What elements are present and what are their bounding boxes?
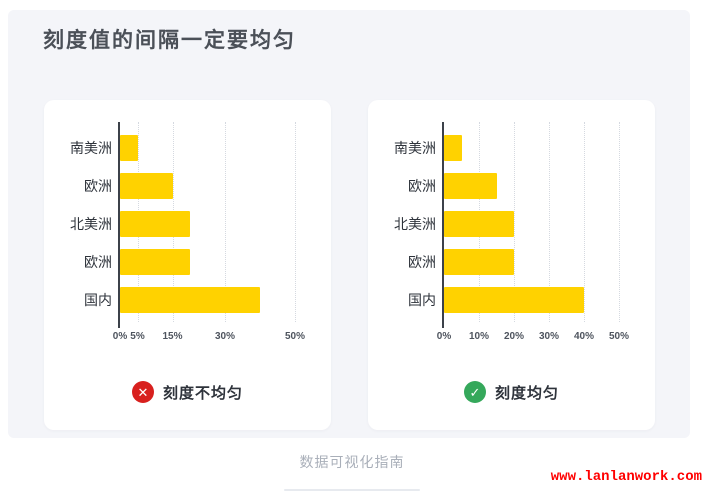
category-label: 北美洲	[394, 216, 436, 232]
category-label: 欧洲	[408, 254, 436, 270]
error-icon: ✕	[131, 381, 154, 403]
chart-card-uniform: 0% 10% 20% 30% 40% 50% 南美洲 欧洲 北美洲 欧洲 国内 ✓ 刻度均匀	[368, 100, 655, 430]
gridline	[225, 122, 226, 322]
bar	[120, 211, 190, 237]
x-tick-label: 0%	[112, 331, 128, 342]
bar	[120, 135, 138, 161]
x-tick-label: 0%	[436, 331, 452, 342]
bar	[444, 287, 584, 313]
bar	[120, 249, 190, 275]
footer-divider	[284, 489, 420, 491]
chart-status-badge-good: ✓ 刻度均匀	[368, 381, 655, 403]
gridline	[619, 122, 620, 322]
chart-caption: 刻度不均匀	[162, 384, 243, 402]
x-tick-label: 40%	[573, 331, 595, 342]
gridline	[514, 122, 515, 322]
gridline	[549, 122, 550, 322]
footer-caption: 数据可视化指南	[299, 454, 405, 470]
x-tick-label: 30%	[214, 331, 236, 342]
main-panel: 刻度值的间隔一定要均匀 0% 5% 15% 30% 50% 南美洲 欧洲 北美洲 欧洲 国内 ✕ …	[8, 10, 690, 438]
bar	[120, 173, 173, 199]
gridline	[584, 122, 585, 322]
chart-card-nonuniform: 0% 5% 15% 30% 50% 南美洲 欧洲 北美洲 欧洲 国内 ✕ 刻度不均匀	[44, 100, 331, 430]
bar	[444, 173, 497, 199]
category-label: 欧洲	[408, 178, 436, 194]
x-tick-label: 10%	[468, 331, 490, 342]
bar-chart-uniform-scale: 0% 10% 20% 30% 40% 50% 南美洲 欧洲 北美洲 欧洲 国内	[368, 122, 655, 352]
x-tick-label: 50%	[608, 331, 630, 342]
bar	[120, 287, 260, 313]
category-label: 国内	[84, 292, 112, 308]
category-label: 南美洲	[70, 140, 112, 156]
x-tick-label: 20%	[503, 331, 525, 342]
bar	[444, 249, 514, 275]
watermark-url: www.lanlanwork.com	[550, 469, 702, 485]
x-tick-label: 5%	[130, 331, 145, 342]
bar	[444, 211, 514, 237]
chart-caption: 刻度均匀	[494, 384, 559, 402]
category-label: 南美洲	[394, 140, 436, 156]
gridline	[295, 122, 296, 322]
chart-status-badge-bad: ✕ 刻度不均匀	[44, 381, 331, 403]
x-tick-label: 30%	[538, 331, 560, 342]
success-icon: ✓	[463, 381, 486, 403]
page-title: 刻度值的间隔一定要均匀	[43, 29, 296, 52]
x-tick-label: 15%	[162, 331, 183, 342]
category-label: 国内	[408, 292, 436, 308]
bar-chart-nonuniform-scale: 0% 5% 15% 30% 50% 南美洲 欧洲 北美洲 欧洲 国内	[44, 122, 331, 352]
y-axis-line	[118, 122, 120, 328]
bar	[444, 135, 462, 161]
category-label: 欧洲	[84, 254, 112, 270]
x-tick-label: 50%	[284, 331, 306, 342]
category-label: 欧洲	[84, 178, 112, 194]
y-axis-line	[442, 122, 444, 328]
category-label: 北美洲	[70, 216, 112, 232]
